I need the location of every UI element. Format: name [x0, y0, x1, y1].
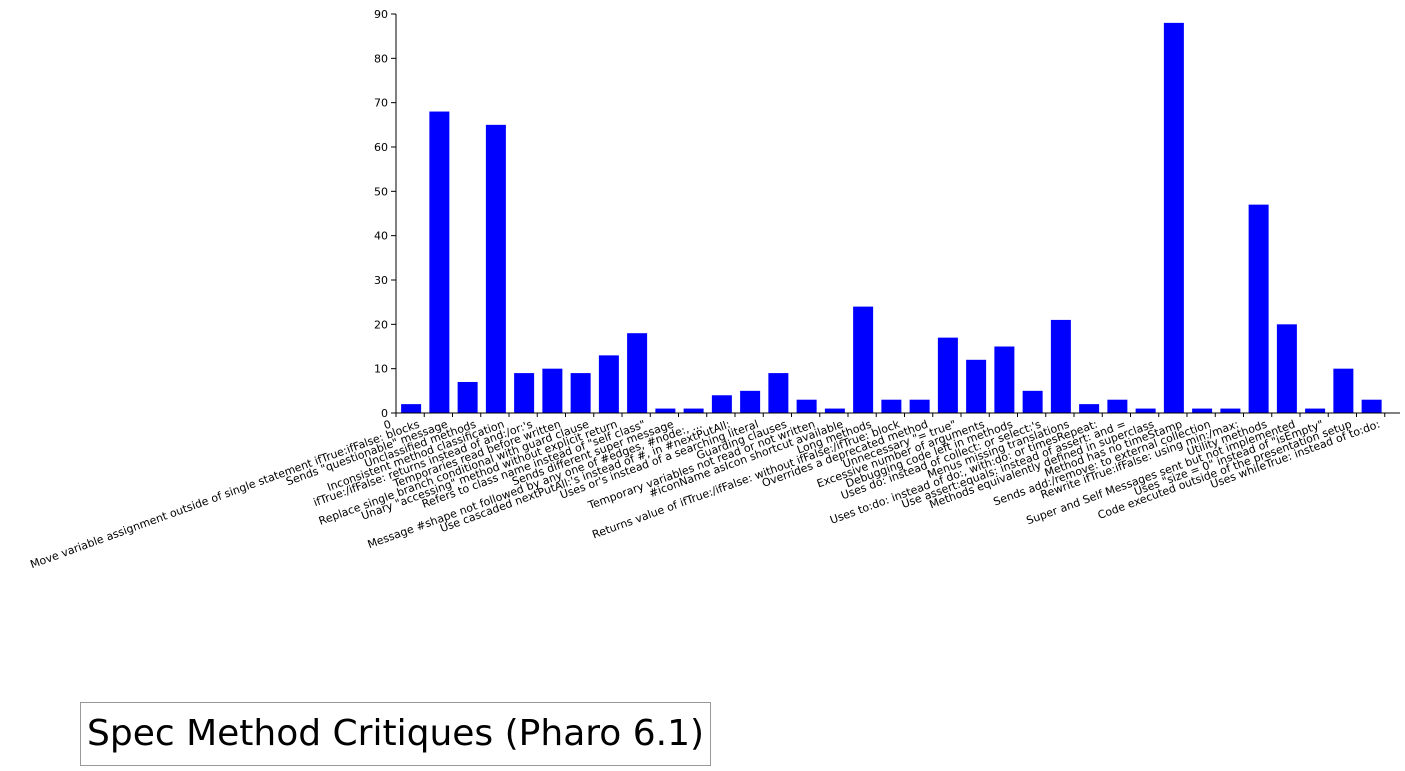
bar — [1135, 408, 1156, 413]
bar — [570, 373, 591, 413]
bar — [966, 359, 987, 413]
x-tick-label: 0 — [382, 418, 393, 433]
bar — [796, 399, 817, 413]
bar — [1305, 408, 1326, 413]
bar — [711, 395, 732, 413]
bar — [429, 111, 450, 414]
bar — [994, 346, 1015, 413]
bar — [1192, 408, 1213, 413]
y-tick-label: 80 — [374, 52, 388, 65]
bar — [1163, 22, 1184, 413]
bar — [1107, 399, 1128, 413]
y-tick-label: 70 — [374, 97, 388, 110]
y-tick-label: 30 — [374, 274, 388, 287]
bar — [598, 355, 619, 413]
bar — [853, 306, 874, 413]
bar — [457, 381, 478, 413]
bar — [1276, 324, 1297, 413]
bar — [824, 408, 845, 413]
bar — [740, 390, 761, 413]
y-tick-label: 10 — [374, 363, 388, 376]
bar — [1333, 368, 1354, 413]
bars — [401, 22, 1382, 414]
chart-title: Spec Method Critiques (Pharo 6.1) — [80, 702, 712, 766]
bar — [627, 333, 648, 413]
bar — [514, 373, 535, 413]
bar — [1248, 204, 1269, 413]
bar — [909, 399, 930, 413]
bar — [881, 399, 902, 413]
bar — [937, 337, 958, 413]
bar — [768, 373, 789, 413]
y-tick-label: 0 — [381, 407, 388, 420]
bar — [1220, 408, 1241, 413]
bar — [683, 408, 704, 413]
bar — [542, 368, 563, 413]
bar — [1079, 404, 1100, 413]
bar — [485, 124, 506, 413]
bar — [1361, 399, 1382, 413]
bar — [1050, 319, 1071, 413]
y-tick-label: 50 — [374, 185, 388, 198]
bar — [1022, 390, 1043, 413]
bar — [401, 404, 422, 413]
y-axis: 0 10 20 30 40 50 60 70 80 90 — [374, 8, 397, 420]
x-tick-label: Move variable assignment outside of sing… — [28, 418, 421, 572]
y-tick-label: 40 — [374, 230, 388, 243]
bar — [655, 408, 676, 413]
y-tick-label: 20 — [374, 318, 388, 331]
y-tick-label: 90 — [374, 8, 388, 21]
y-tick-label: 60 — [374, 141, 388, 154]
